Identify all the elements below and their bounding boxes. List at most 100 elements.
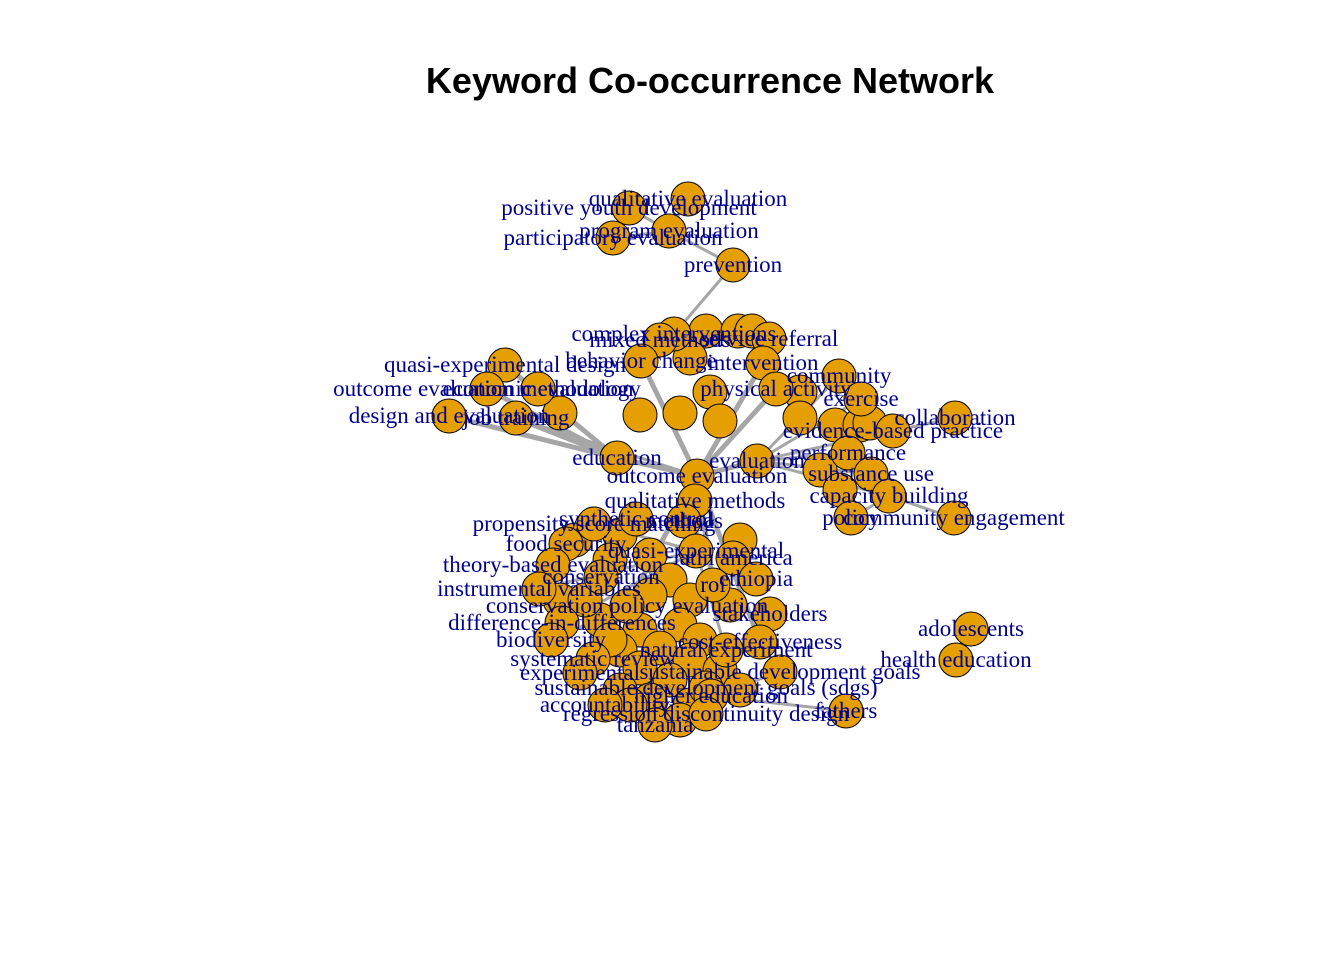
node-label-systematic-review: systematic review — [510, 646, 676, 671]
node-label-roi: roi — [700, 572, 726, 597]
node-label-synthetic-control: synthetic control — [559, 506, 713, 531]
node-label-program-evaluation: program evaluation — [579, 218, 759, 243]
node-design-and-evaluation — [431, 398, 467, 434]
node-evidence-based-practice — [875, 413, 911, 449]
node-methods — [666, 503, 702, 539]
node-label-methods: methods — [645, 508, 723, 533]
node-instrumental-variables — [521, 571, 557, 607]
node-regression-discontinuity-design — [688, 696, 724, 732]
node-label-substance-use: substance use — [808, 461, 934, 486]
node-participatory-evaluation — [595, 220, 631, 256]
node-label-instrumental-variables: instrumental variables — [437, 576, 641, 601]
node-label-accountability: accountability — [540, 692, 671, 717]
node-quasi-experimental-design — [487, 347, 523, 383]
node-label-intervention: intervention — [707, 350, 819, 375]
node-health-education — [938, 642, 974, 678]
node-label-higher-education: higher education — [634, 683, 788, 708]
node-qualitative-evaluation — [670, 181, 706, 217]
node-capacity-building — [871, 478, 907, 514]
node-experimental — [562, 655, 598, 691]
node-label-experimental: experimental — [520, 660, 640, 685]
node-label-difference-in-differences: difference-in-differences — [448, 610, 676, 635]
node-label-positive-youth-development: positive youth development — [501, 195, 757, 220]
node-label-participatory-evaluation: participatory evaluation — [503, 225, 723, 250]
node-sustainable-development-goals — [762, 654, 798, 690]
node-label-stakeholders: stakeholders — [713, 601, 828, 626]
node-label-conservation-policy-evaluation: conservation policy evaluation — [486, 593, 769, 618]
node-label-evaluation: evaluation — [709, 448, 805, 473]
node-label-policy: policy — [822, 505, 880, 530]
node-propensity-score-matching — [576, 506, 612, 542]
node-label-design-and-evaluation: design and evaluation — [349, 403, 550, 428]
node-prevention — [715, 247, 751, 283]
node-accountability — [587, 687, 623, 723]
chart-title: Keyword Co-occurrence Network — [426, 60, 995, 101]
node-label-outcome-evaluation-methodology: outcome evaluation methodology — [333, 376, 641, 401]
node-label-tanzania: tanzania — [617, 712, 694, 737]
node-label-food-security: food security — [506, 531, 627, 556]
node-outcome-evaluation-methodology — [469, 371, 505, 407]
node-label-performance: performance — [790, 440, 906, 465]
node-tanzania — [637, 707, 673, 743]
node-label-physical-activity: physical activity — [700, 376, 852, 401]
node-economic-evaluation — [520, 371, 556, 407]
node-quasi-experimental — [678, 533, 714, 569]
node-label-regression-discontinuity-design: regression discontinuity design — [563, 701, 850, 726]
node-program-evaluation — [651, 213, 687, 249]
node-ethiopia — [738, 561, 774, 597]
node-label-theory-based-evaluation: theory-based evaluation — [443, 552, 664, 577]
node-policy — [833, 500, 869, 536]
node-label-education: education — [572, 445, 662, 470]
node-job-training — [498, 400, 534, 436]
node-label-economic-evaluation: economic evaluation — [443, 376, 634, 401]
node-label-conservation: conservation — [542, 564, 660, 589]
node-label-prevention: prevention — [684, 252, 783, 277]
node-circle-filler — [622, 650, 658, 686]
node-circle-filler — [622, 397, 658, 433]
node-education — [599, 440, 635, 476]
nodes-layer — [431, 181, 989, 743]
node-community-engagement — [936, 500, 972, 536]
node-community — [821, 358, 857, 394]
node-label-outcome-evaluation: outcome evaluation — [607, 463, 788, 488]
node-latin-america — [715, 540, 751, 576]
node-roi — [695, 567, 731, 603]
node-label-collaboration: collaboration — [894, 405, 1016, 430]
node-biodiversity — [533, 622, 569, 658]
node-fathers — [828, 693, 864, 729]
node-label-behavior-change: behavior change — [565, 348, 716, 373]
node-physical-activity — [758, 371, 794, 407]
edge-design-and-evaluation-education — [448, 413, 618, 461]
node-performance — [830, 435, 866, 471]
node-label-community-engagement: community engagement — [843, 505, 1065, 530]
node-collaboration — [937, 400, 973, 436]
node-label-propensity-score-matching: propensity score matching — [473, 511, 716, 536]
node-circle-filler — [702, 403, 738, 439]
node-label-sustainable-development-goals-sdgs: sustainable development goals (sdgs) — [534, 675, 877, 700]
node-exercise — [843, 381, 879, 417]
node-behavior-change — [623, 343, 659, 379]
node-label-latin-america: latin america — [673, 545, 792, 570]
node-label-community: community — [787, 363, 892, 388]
node-label-mixed-methods: mixed methods — [589, 327, 730, 352]
node-cost-effectiveness — [742, 624, 778, 660]
node-label-quasi-experimental: quasi-experimental — [608, 538, 784, 563]
node-conservation-policy-evaluation — [609, 588, 645, 624]
node-positive-youth-development — [611, 190, 647, 226]
node-evaluation — [739, 443, 775, 479]
node-label-capacity-building: capacity building — [809, 483, 969, 508]
node-circle-filler — [542, 395, 578, 431]
node-label-quasi-experimental-design: quasi-experimental design — [384, 352, 627, 377]
edge-outcome-evaluation-physical-activity — [695, 387, 778, 478]
node-label-adolescents: adolescents — [918, 616, 1024, 641]
node-label-job-training: job training — [462, 405, 570, 430]
node-label-natural-experiment: natural experiment — [639, 637, 813, 662]
node-label-cost-effectiveness: cost-effectiveness — [678, 629, 842, 654]
node-conservation — [583, 559, 619, 595]
node-synthetic-control — [618, 501, 654, 537]
node-label-biodiversity: biodiversity — [496, 627, 606, 652]
node-label-exercise: exercise — [823, 386, 898, 411]
node-circle-filler — [662, 395, 698, 431]
